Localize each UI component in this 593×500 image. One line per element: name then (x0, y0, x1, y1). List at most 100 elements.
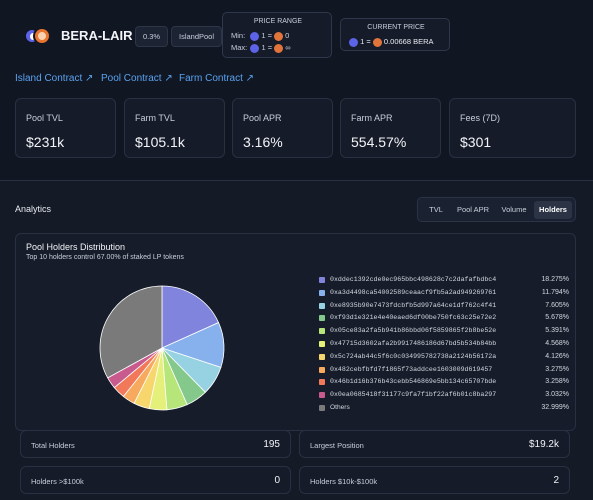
holders-distribution-card: Pool Holders Distribution Top 10 holders… (15, 233, 576, 431)
island-contract-link[interactable]: Island Contract ↗ (15, 73, 94, 84)
current-price-row: 1 = 0.00668 BERA (349, 37, 434, 47)
summary-label: Holders >$100k (31, 477, 84, 486)
legend-label: 0x0ea0685418f31177c9fa7f1bf22af6b01c8ba2… (330, 391, 497, 399)
tab-tvl[interactable]: TVL (429, 205, 443, 214)
farm-contract-link[interactable]: Farm Contract ↗ (179, 73, 255, 84)
legend-value: 3.032% (545, 391, 569, 399)
max-row: Max: 1 = ∞ (231, 43, 291, 53)
max-label: Max: (231, 43, 248, 52)
legend-swatch (319, 405, 325, 411)
stat-value: 554.57% (351, 134, 407, 150)
legend-value: 32.999% (541, 404, 569, 411)
stat-label: Pool APR (243, 113, 282, 123)
pie-slice[interactable] (161, 285, 220, 349)
legend-value: 3.258% (545, 378, 569, 386)
tab-volume[interactable]: Volume (501, 205, 527, 214)
legend-value: 3.275% (545, 365, 569, 373)
min-label: Min: (231, 31, 246, 40)
summary-holders-10k-100k: Holders $10k-$100k 2 (299, 466, 570, 494)
pie-slice[interactable] (99, 285, 163, 379)
stat-farm-apr: Farm APR 554.57% (340, 98, 441, 158)
legend-swatch (319, 341, 325, 347)
current-price-title: CURRENT PRICE (367, 24, 425, 31)
stat-farm-tvl: Farm TVL $105.1k (124, 98, 225, 158)
summary-label: Largest Position (310, 441, 364, 450)
legend-label: 0x47715d3602afa2b9917486186d67bd5b534b84… (330, 340, 497, 347)
min-row: Min: 1 = 0 (231, 31, 289, 41)
distribution-subtitle: Top 10 holders control 67.00% of staked … (26, 254, 184, 261)
pair-logo-icon (24, 25, 54, 47)
max-value: 1 = (261, 43, 275, 52)
stat-pool-tvl: Pool TVL $231k (15, 98, 116, 158)
pool-name: BERA-LAIR (61, 28, 133, 43)
legend-value: 7.605% (545, 301, 569, 309)
current-price-result: 0.00668 BERA (383, 37, 434, 46)
legend-item: Others 32.999% (319, 402, 569, 414)
legend-swatch (319, 302, 325, 309)
tab-pool-apr[interactable]: Pool APR (456, 205, 490, 214)
legend-item: 0x0ea0685418f31177c9fa7f1bf22af6b01c8ba2… (319, 389, 569, 401)
legend-label: 0xa3d4498ca54002589ceaacf9fb5a2ad9492697… (330, 288, 497, 296)
fee-badge: 0.3% (135, 26, 169, 47)
summary-value: $19.2k (528, 439, 559, 450)
price-range-box: PRICE RANGE Min: 1 = 0 Max: 1 = ∞ (222, 12, 332, 58)
legend-swatch (319, 328, 325, 335)
stat-label: Fees (7D) (460, 113, 501, 123)
legend-item: 0xa3d4498ca54002589ceaacf9fb5a2ad9492697… (319, 287, 569, 299)
summary-total-holders: Total Holders 195 (20, 430, 291, 458)
legend-swatch (319, 289, 325, 296)
lair-token-icon (372, 37, 382, 47)
lair-token-icon (274, 31, 284, 41)
legend-item: 0x47715d3602afa2b9917486186d67bd5b534b84… (319, 338, 569, 350)
legend-value: 11.794% (541, 288, 569, 296)
legend-label: 0xe8935b90e7473fdcbfb5d997a64ce1df762c4f… (330, 301, 497, 309)
header: BERA-LAIR 0.3% IslandPool PRICE RANGE Mi… (0, 0, 593, 62)
legend-label: 0xddec1392cde0ec965bbc498628c7c2dafafbdb… (330, 276, 497, 283)
lair-token-icon (274, 43, 284, 53)
summary-value: 195 (263, 439, 280, 450)
pool-contract-link[interactable]: Pool Contract ↗ (101, 73, 173, 84)
legend-label: 0x482cebfbfd7f1865f73addcee1603009d61945… (330, 365, 493, 373)
legend-swatch (319, 379, 325, 386)
legend-label: 0x5c724ab44c5f6c0c034995782738a2124b5617… (330, 352, 497, 360)
summary-holders-100k: Holders >$100k 0 (20, 466, 291, 494)
bera-token-icon (250, 31, 260, 41)
legend-value: 18.275% (541, 276, 569, 283)
legend-item: 0xf93d1e321e4e40eaed6df00be750fc63c25e72… (319, 312, 569, 324)
legend-label: 0xf93d1e321e4e40eaed6df00be750fc63c25e72… (330, 314, 497, 322)
legend-value: 4.126% (545, 352, 569, 360)
stat-value: $301 (460, 134, 492, 150)
price-range-title: PRICE RANGE (253, 18, 303, 25)
legend-swatch (319, 392, 325, 399)
analytics-title: Analytics (15, 204, 52, 214)
legend-label: 0x05ce83a2fa5b941b86bbd06f5859865f2b8be5… (330, 327, 497, 335)
summary-largest-position: Largest Position $19.2k (299, 430, 570, 458)
stat-fees-7d: Fees (7D) $301 (449, 98, 576, 158)
legend-item: 0x5c724ab44c5f6c0c034995782738a2124b5617… (319, 351, 569, 363)
legend-item: 0x482cebfbfd7f1865f73addcee1603009d61945… (319, 364, 569, 376)
legend-item: 0x46b1d16b376b43cebb546869e5bb134c65707b… (319, 376, 569, 388)
stat-pool-apr: Pool APR 3.16% (232, 98, 333, 158)
analytics-tabs: TVL Pool APR Volume Holders (417, 197, 576, 222)
legend-value: 5.678% (545, 314, 569, 322)
bera-token-icon (250, 43, 260, 53)
analytics-panel: Analytics TVL Pool APR Volume Holders Po… (0, 180, 593, 500)
legend-swatch (319, 277, 325, 283)
distribution-title: Pool Holders Distribution (26, 242, 126, 252)
legend-item: 0xddec1392cde0ec965bbc498628c7c2dafafbdb… (319, 274, 569, 286)
stat-label: Farm TVL (135, 113, 175, 123)
legend-value: 4.568% (545, 340, 569, 347)
summary-label: Total Holders (31, 441, 75, 450)
summary-value: 0 (274, 475, 280, 486)
holders-pie-chart (99, 285, 225, 411)
stat-value: $105.1k (135, 134, 185, 150)
stat-value: $231k (26, 134, 65, 150)
legend-swatch (319, 315, 325, 322)
current-price-value: 1 = (360, 37, 373, 46)
stat-value: 3.16% (243, 134, 283, 150)
min-result: 0 (285, 31, 290, 40)
tab-holders[interactable]: Holders (534, 201, 572, 219)
legend-swatch (319, 366, 325, 373)
legend-label: Others (330, 404, 350, 411)
legend-item: 0x05ce83a2fa5b941b86bbd06f5859865f2b8be5… (319, 325, 569, 337)
